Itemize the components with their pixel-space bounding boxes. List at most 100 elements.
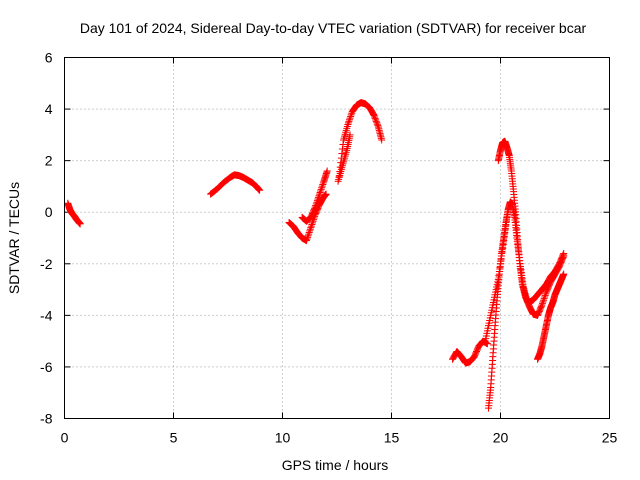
- y-tick-label: 0: [45, 204, 53, 220]
- data-point-seg9: [495, 271, 503, 279]
- y-tick-label: -4: [40, 307, 53, 323]
- data-point-seg6: [539, 298, 547, 306]
- data-point-seg4: [347, 111, 355, 119]
- data-point-seg7: [560, 249, 568, 257]
- data-point-seg6: [540, 296, 548, 304]
- data-point-seg4b: [336, 171, 344, 179]
- x-tick-label: 15: [384, 430, 400, 446]
- data-point-seg3: [305, 229, 313, 237]
- data-point-seg4: [338, 145, 346, 153]
- y-tick-labels: -8 -6 -4 -2 0 2 4 6: [40, 50, 53, 427]
- data-point-seg4b: [346, 131, 354, 139]
- data-point-seg4: [370, 112, 378, 120]
- data-point-seg3: [306, 225, 314, 233]
- data-point-seg7: [559, 251, 567, 259]
- grid-lines: [64, 57, 610, 419]
- data-point-seg3: [308, 219, 316, 227]
- data-point-seg9: [494, 275, 502, 283]
- y-tick-label: 2: [45, 153, 53, 169]
- data-point-seg1: [76, 220, 84, 228]
- data-point-seg3b: [315, 192, 323, 200]
- data-point-seg3b: [323, 167, 331, 175]
- x-tick-label: 5: [170, 430, 178, 446]
- y-tick-label: 4: [45, 101, 53, 117]
- data-point-seg3b: [319, 180, 327, 188]
- data-point-seg9: [496, 264, 504, 272]
- data-point-seg4: [372, 116, 380, 124]
- data-point-seg4: [373, 120, 381, 128]
- data-point-seg9: [495, 268, 503, 276]
- data-point-seg9: [503, 213, 511, 221]
- data-point-seg4: [346, 116, 354, 124]
- data-point-seg3: [307, 222, 315, 230]
- data-point-seg6: [541, 293, 549, 301]
- plot-frame: [64, 57, 610, 419]
- data-point-seg3b: [312, 201, 320, 209]
- data-point-seg4b: [342, 150, 350, 158]
- data-point-seg4b: [342, 148, 350, 156]
- data-point-seg4: [346, 114, 354, 122]
- data-points: [64, 99, 568, 412]
- data-point-seg3b: [317, 187, 325, 195]
- x-tick-label: 10: [275, 430, 291, 446]
- axis-ticks: [64, 57, 610, 419]
- x-axis-label: GPS time / hours: [282, 457, 389, 473]
- data-point-seg4: [344, 119, 352, 127]
- data-point-seg9: [500, 233, 508, 241]
- data-point-seg3b: [311, 203, 319, 211]
- data-point-seg3b: [318, 182, 326, 190]
- data-point-seg3b: [314, 193, 322, 201]
- data-point-seg4b: [334, 177, 342, 185]
- x-tick-labels: 0 5 10 15 20 25: [61, 430, 618, 446]
- data-point-seg9: [502, 217, 510, 225]
- x-tick-label: 25: [602, 430, 618, 446]
- data-point-seg3b: [319, 179, 327, 187]
- data-point-seg4: [372, 117, 380, 125]
- x-tick-label: 0: [61, 430, 69, 446]
- data-point-seg6: [538, 301, 546, 309]
- data-point-seg3: [306, 227, 314, 235]
- data-point-seg6: [541, 291, 549, 299]
- y-tick-label: -2: [40, 256, 53, 272]
- data-point-seg9: [501, 225, 509, 233]
- data-point-seg3b: [316, 190, 324, 198]
- data-point-seg3b: [314, 195, 322, 203]
- data-point-seg4: [371, 114, 379, 122]
- data-point-seg9: [498, 252, 506, 260]
- data-point-seg3: [305, 230, 313, 238]
- data-point-seg3b: [313, 197, 321, 205]
- data-point-seg6: [540, 295, 548, 303]
- data-point-seg3b: [317, 185, 325, 193]
- x-tick-label: 20: [493, 430, 509, 446]
- data-point-seg9: [501, 229, 509, 237]
- data-point-seg3: [304, 232, 312, 240]
- data-point-seg4: [374, 122, 382, 130]
- data-point-seg9: [499, 240, 507, 248]
- data-point-seg8: [560, 270, 568, 278]
- data-point-seg3b: [312, 200, 320, 208]
- data-point-seg4: [378, 136, 386, 144]
- data-point-seg3b: [318, 184, 326, 192]
- data-point-seg9: [499, 244, 507, 252]
- data-point-seg4b: [337, 168, 345, 176]
- data-point-seg3: [303, 235, 311, 243]
- y-tick-label: -6: [40, 359, 53, 375]
- data-point-seg4: [342, 126, 350, 134]
- data-point-seg3: [308, 220, 316, 228]
- data-point-seg4: [345, 117, 353, 125]
- data-point-seg9: [502, 221, 510, 229]
- data-point-seg4b: [335, 175, 343, 183]
- data-point-seg4: [373, 119, 381, 127]
- data-point-seg9: [500, 237, 508, 245]
- data-point-seg4: [371, 113, 379, 121]
- data-point-seg2: [256, 186, 264, 194]
- data-point-seg3b: [313, 198, 321, 206]
- data-point-seg4b: [335, 173, 343, 181]
- data-point-seg4: [347, 112, 355, 120]
- data-point-seg9: [498, 248, 506, 256]
- data-point-seg9: [497, 256, 505, 264]
- data-point-seg6: [542, 290, 550, 298]
- data-point-seg3: [322, 190, 330, 198]
- data-point-seg3b: [311, 204, 319, 212]
